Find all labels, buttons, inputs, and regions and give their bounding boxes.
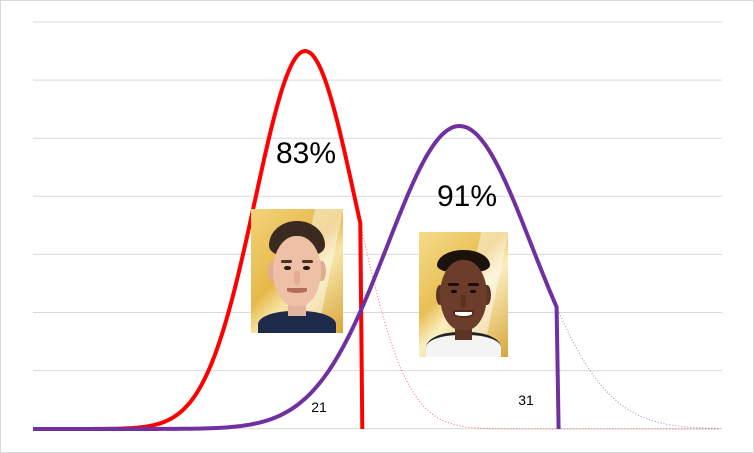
red-value-label: 21 bbox=[311, 399, 327, 415]
curves bbox=[33, 49, 561, 431]
red-percent-label: 83% bbox=[276, 137, 336, 170]
left-player-photo bbox=[251, 209, 343, 333]
series-tail-1 bbox=[556, 306, 721, 430]
gridlines bbox=[33, 21, 722, 430]
purple-percent-label: 91% bbox=[437, 180, 497, 213]
right-player-photo bbox=[419, 232, 508, 357]
series-curve-1 bbox=[33, 124, 561, 431]
purple-value-label: 31 bbox=[518, 392, 534, 408]
faded-tails bbox=[359, 222, 721, 430]
